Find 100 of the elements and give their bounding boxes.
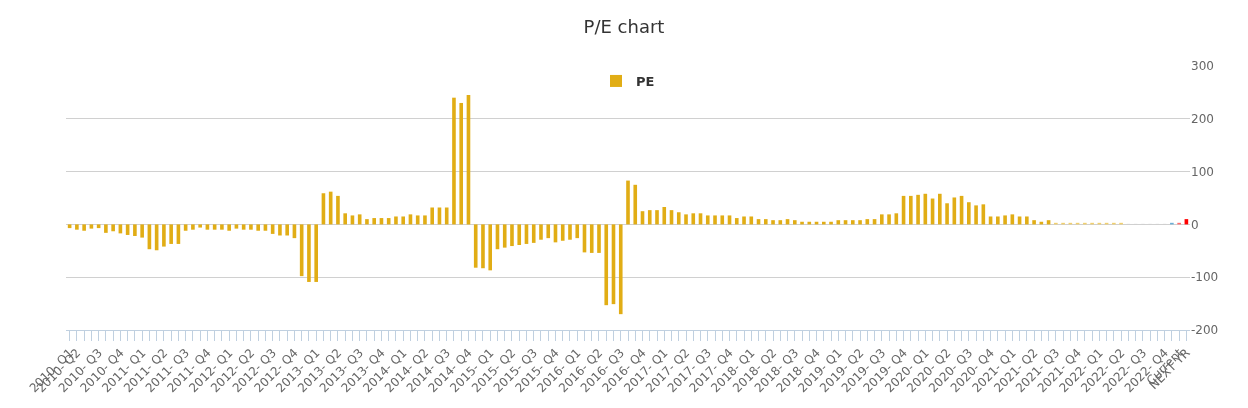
bar bbox=[858, 220, 862, 225]
bar bbox=[996, 216, 1000, 225]
bar bbox=[372, 218, 377, 225]
bar bbox=[96, 224, 101, 229]
bar bbox=[938, 193, 942, 225]
bar bbox=[328, 191, 333, 225]
bar bbox=[742, 216, 746, 225]
bar bbox=[1025, 216, 1029, 225]
bar bbox=[191, 224, 195, 230]
bar bbox=[539, 224, 543, 240]
y-tick-label: 0 bbox=[1191, 217, 1199, 232]
bar bbox=[705, 215, 710, 225]
bar bbox=[778, 220, 783, 225]
bar bbox=[633, 184, 638, 225]
bar bbox=[604, 224, 609, 306]
bar bbox=[488, 224, 493, 271]
bar bbox=[1003, 215, 1007, 225]
y-tick-label: -200 bbox=[1191, 323, 1219, 338]
bar bbox=[850, 220, 855, 225]
bar bbox=[887, 214, 891, 225]
bar bbox=[169, 224, 173, 244]
bar bbox=[82, 224, 86, 231]
bar bbox=[75, 224, 79, 230]
bar bbox=[647, 210, 652, 225]
bar bbox=[430, 207, 435, 225]
bar bbox=[307, 224, 311, 282]
bar bbox=[879, 214, 884, 225]
bar bbox=[162, 224, 166, 247]
bar bbox=[691, 213, 696, 225]
bar bbox=[263, 224, 268, 231]
bar bbox=[249, 224, 253, 230]
bar bbox=[684, 214, 688, 225]
bar bbox=[662, 206, 667, 225]
bar bbox=[510, 224, 514, 247]
y-tick-label: -100 bbox=[1191, 270, 1219, 285]
bar bbox=[531, 224, 536, 243]
bar bbox=[459, 102, 464, 225]
bar bbox=[256, 224, 260, 231]
bar bbox=[285, 224, 289, 236]
bar bbox=[734, 218, 739, 225]
bar bbox=[909, 195, 913, 225]
bar bbox=[140, 224, 144, 238]
bar bbox=[111, 224, 115, 232]
bar bbox=[205, 224, 210, 230]
bar bbox=[67, 224, 72, 229]
y-tick-label: 300 bbox=[1191, 59, 1214, 74]
bar bbox=[473, 224, 478, 268]
bar bbox=[763, 219, 768, 225]
bar bbox=[749, 216, 754, 225]
bar bbox=[104, 224, 108, 233]
bar bbox=[916, 194, 920, 225]
bar bbox=[560, 224, 565, 241]
bar bbox=[597, 224, 601, 253]
bar bbox=[502, 224, 507, 248]
bar bbox=[343, 213, 347, 225]
bar bbox=[626, 180, 630, 225]
bar bbox=[212, 224, 217, 230]
bar bbox=[394, 216, 398, 225]
bar bbox=[865, 219, 870, 225]
bar bbox=[481, 224, 485, 269]
bar bbox=[568, 224, 572, 240]
bar bbox=[575, 224, 580, 239]
bar bbox=[234, 224, 239, 229]
bar bbox=[836, 220, 841, 225]
bar bbox=[183, 224, 188, 231]
bar bbox=[336, 195, 340, 225]
y-tick-label: 100 bbox=[1191, 164, 1214, 179]
bar bbox=[676, 212, 681, 225]
bar bbox=[452, 97, 456, 225]
bar bbox=[720, 215, 725, 225]
chart-title: P/E chart bbox=[583, 16, 665, 37]
y-tick-label: 200 bbox=[1191, 112, 1214, 126]
bar bbox=[357, 214, 362, 225]
bar bbox=[278, 224, 282, 236]
bar bbox=[401, 216, 406, 225]
bar bbox=[589, 224, 594, 253]
bar bbox=[974, 205, 978, 225]
bar bbox=[517, 224, 522, 245]
bar bbox=[386, 218, 391, 225]
legend-label: PE bbox=[636, 74, 655, 90]
bar bbox=[618, 224, 623, 315]
bar bbox=[792, 220, 797, 225]
bar bbox=[771, 220, 775, 225]
bar bbox=[415, 215, 420, 225]
bar bbox=[227, 224, 231, 231]
bar bbox=[655, 210, 659, 225]
bar bbox=[89, 224, 94, 229]
bar bbox=[133, 224, 137, 237]
bar bbox=[945, 203, 949, 225]
bar bbox=[241, 224, 246, 230]
bar bbox=[220, 224, 224, 230]
bar bbox=[198, 224, 202, 228]
bar bbox=[1032, 220, 1036, 225]
bar bbox=[713, 215, 717, 225]
bar bbox=[967, 202, 971, 225]
bar bbox=[444, 207, 449, 225]
bar bbox=[314, 224, 318, 282]
bar bbox=[546, 224, 551, 239]
bar bbox=[423, 215, 427, 225]
bar bbox=[365, 219, 369, 225]
